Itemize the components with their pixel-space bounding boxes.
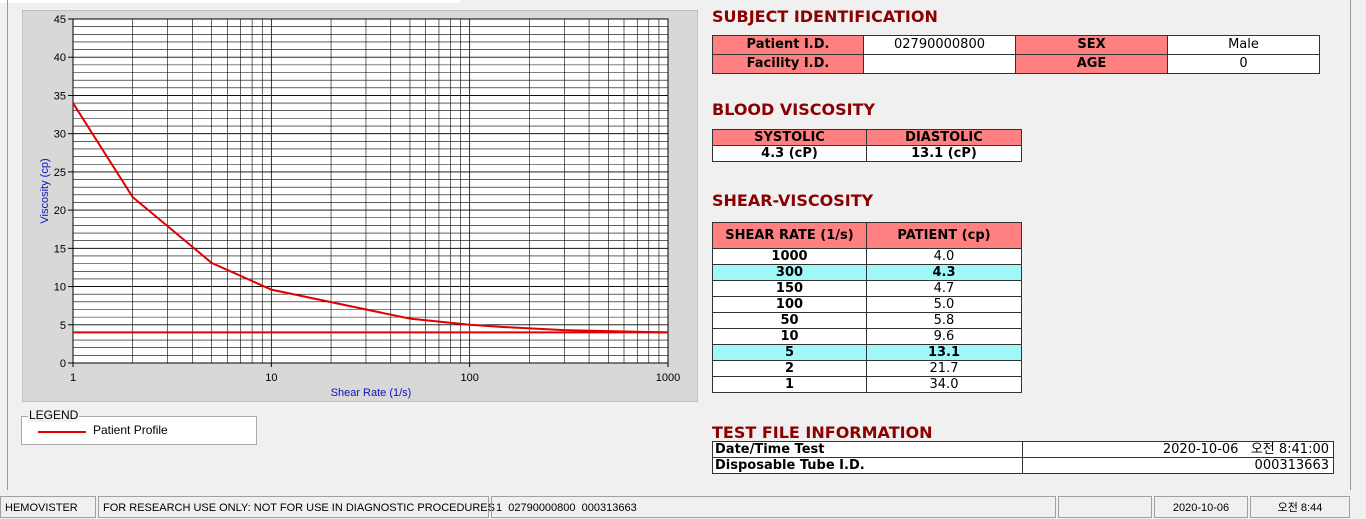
rate-cell: 2: [712, 360, 867, 377]
y-tick-label: 35: [54, 90, 66, 102]
viscosity-cell: 9.6: [866, 328, 1022, 345]
value-cell: 02790000800: [863, 35, 1016, 55]
left-edge: [7, 0, 8, 490]
section-title: SHEAR-VISCOSITY: [712, 191, 874, 210]
status-cell: FOR RESEARCH USE ONLY: NOT FOR USE IN DI…: [98, 496, 495, 518]
viscosity-cell: 13.1: [866, 344, 1022, 361]
x-tick-label: 10: [265, 372, 277, 384]
y-axis-label: Viscosity (cp): [39, 158, 51, 223]
label-cell: Date/Time Test: [712, 441, 1023, 458]
y-tick-label: 45: [54, 14, 66, 26]
x-tick-label: 1: [70, 372, 76, 384]
value-cell: 13.1 (cP): [866, 145, 1022, 162]
header-cell: PATIENT (cp): [866, 222, 1022, 249]
viscosity-cell: 21.7: [866, 360, 1022, 377]
plot-area: [73, 19, 668, 363]
value-cell: 2020-10-06 오전 8:41:00: [1022, 441, 1334, 458]
header-cell: SHEAR RATE (1/s): [712, 222, 867, 249]
rate-cell: 300: [712, 264, 867, 281]
viscosity-cell: 5.8: [866, 312, 1022, 329]
status-cell: [1058, 496, 1152, 518]
y-tick-label: 0: [60, 358, 66, 370]
status-cell: 오전 8:44: [1250, 496, 1350, 518]
plot-frame: [72, 18, 669, 364]
legend-swatch: [38, 431, 86, 433]
rate-cell: 1000: [712, 248, 867, 265]
section-title: SUBJECT IDENTIFICATION: [712, 7, 938, 26]
rate-cell: 50: [712, 312, 867, 329]
value-cell: 000313663: [1022, 457, 1334, 474]
x-tick-label: 1000: [656, 372, 680, 384]
status-cell: HEMOVISTER: [0, 496, 96, 518]
label-cell: SEX: [1015, 35, 1168, 55]
value-cell: Male: [1167, 35, 1320, 55]
y-tick-label: 5: [60, 320, 66, 332]
section-title: BLOOD VISCOSITY: [712, 100, 876, 119]
y-tick-label: 25: [54, 167, 66, 179]
legend: LEGEND Patient Profile: [21, 408, 257, 445]
viscosity-cell: 4.0: [866, 248, 1022, 265]
rate-cell: 100: [712, 296, 867, 313]
header-cell: SYSTOLIC: [712, 129, 867, 146]
header-cell: DIASTOLIC: [866, 129, 1022, 146]
y-tick-label: 40: [54, 52, 66, 64]
y-tick-label: 30: [54, 129, 66, 141]
label-cell: Facility I.D.: [712, 54, 864, 74]
y-tick-label: 20: [54, 205, 66, 217]
label-cell: Disposable Tube I.D.: [712, 457, 1023, 474]
rate-cell: 150: [712, 280, 867, 297]
right-edge: [1350, 0, 1351, 490]
value-cell: [863, 54, 1016, 74]
series-line: [72, 102, 669, 334]
y-tick-label: 15: [54, 243, 66, 255]
rate-cell: 1: [712, 376, 867, 393]
legend-title: LEGEND: [28, 408, 80, 422]
legend-label: Patient Profile: [93, 423, 168, 437]
viscosity-cell: 4.3: [866, 264, 1022, 281]
y-tick-label: 10: [54, 282, 66, 294]
rate-cell: 5: [712, 344, 867, 361]
viscosity-cell: 34.0: [866, 376, 1022, 393]
x-axis-label: Shear Rate (1/s): [331, 387, 412, 399]
rate-cell: 10: [712, 328, 867, 345]
chart: Shear Rate (1/s) Viscosity (cp) 0 5 10 15 20…: [22, 10, 698, 402]
section-title: TEST FILE INFORMATION: [712, 423, 933, 442]
status-cell: 2020-10-06: [1154, 496, 1248, 518]
viscosity-cell: 4.7: [866, 280, 1022, 297]
viscosity-cell: 5.0: [866, 296, 1022, 313]
top-strip: [0, 0, 460, 3]
value-cell: 0: [1167, 54, 1320, 74]
x-tick-label: 100: [460, 372, 478, 384]
label-cell: AGE: [1015, 54, 1168, 74]
status-cell: 1 02790000800 000313663: [491, 496, 1056, 518]
value-cell: 4.3 (cP): [712, 145, 867, 162]
label-cell: Patient I.D.: [712, 35, 864, 55]
